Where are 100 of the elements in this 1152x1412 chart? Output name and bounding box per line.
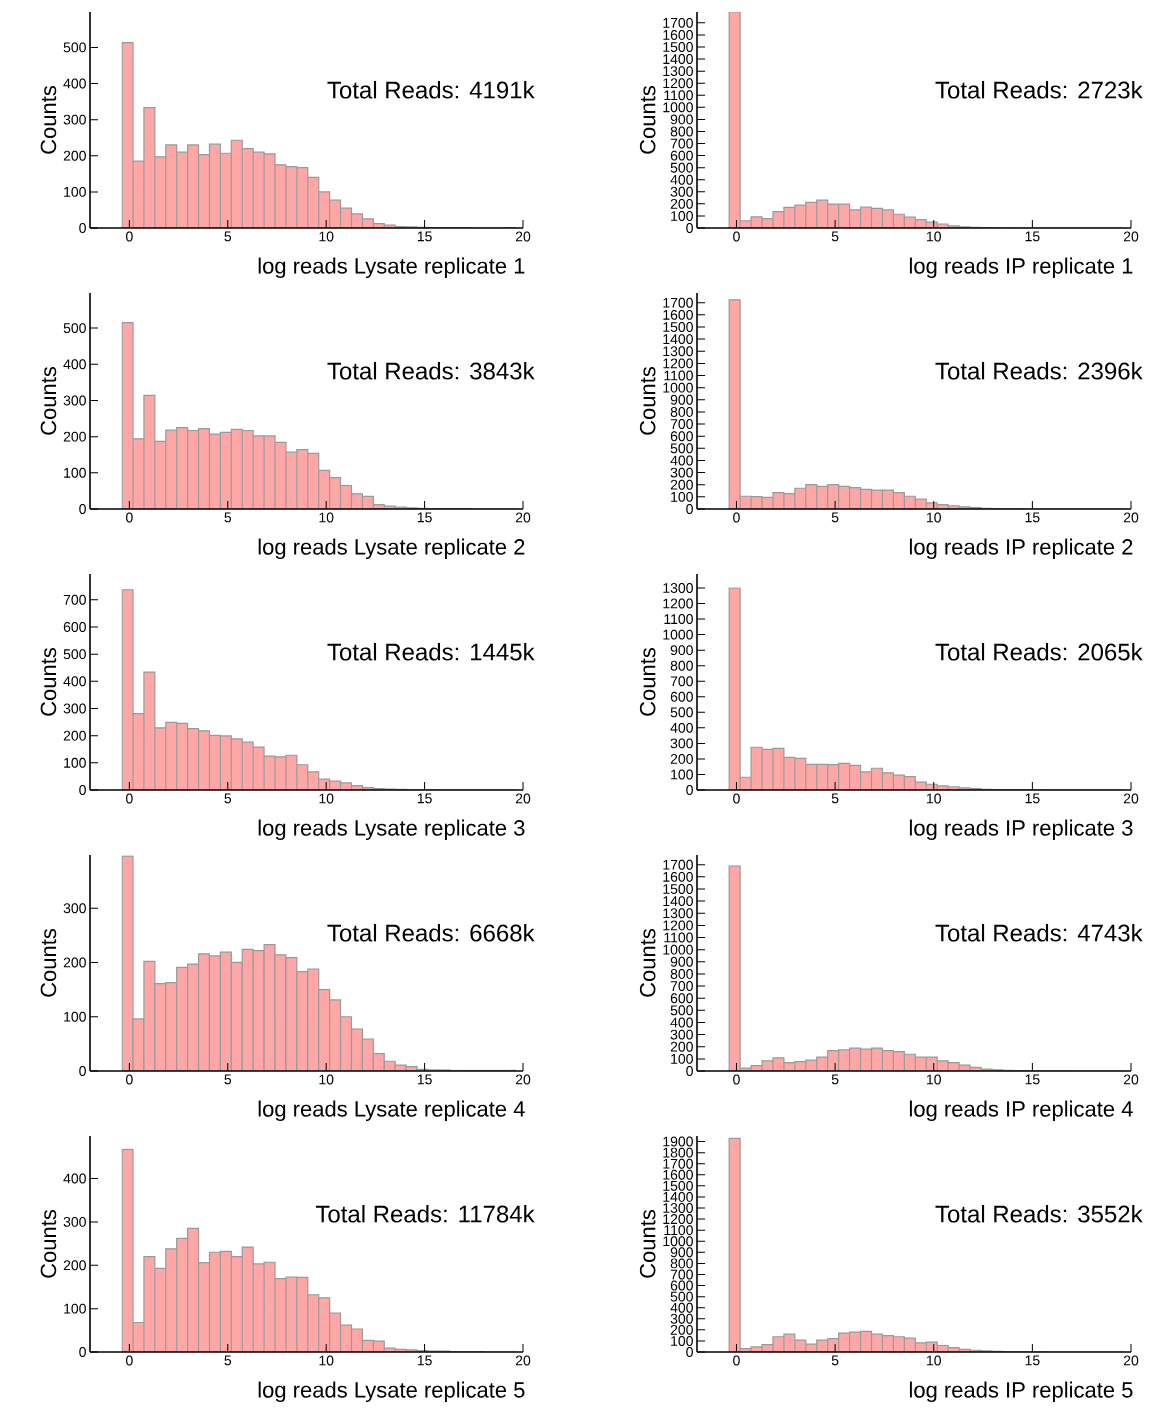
y-tick-label: 1100 [664,370,693,381]
y-tick-label: 1600 [663,309,693,320]
y-tick-label: 200 [63,730,86,741]
y-tick-label: 500 [670,443,693,454]
y-tick-label: 800 [670,406,693,417]
x-axis-title: log reads IP replicate 5 [909,1381,1133,1403]
y-tick-label: 1100 [664,90,693,101]
y-tick-label: 700 [670,676,693,687]
y-tick-label: 200 [63,1260,86,1271]
y-tick-label: 1700 [663,859,693,870]
y-tick-label: 800 [670,968,693,979]
x-tick-label: 0 [126,793,133,804]
y-tick-label: 500 [63,649,86,660]
y-tick-label: 300 [63,703,86,714]
y-tick-label: 1500 [663,322,693,332]
y-axis-title: Counts [639,928,656,997]
y-tick-label: 200 [63,150,86,161]
y-tick-label: 200 [63,957,86,968]
annotation: Total Reads: 4191k [327,80,535,99]
x-tick-label: 0 [733,1355,740,1366]
annotation: Total Reads: 1445k [327,642,535,661]
y-tick-label: 1600 [663,1169,693,1180]
y-tick-label: 0 [79,785,86,795]
y-tick-label: 1100 [664,1225,693,1236]
x-tick-label: 5 [831,1074,839,1085]
y-tick-label: 1400 [663,54,693,65]
y-tick-label: 400 [670,1302,693,1313]
y-tick-label: 900 [670,114,693,125]
x-tick-label: 0 [126,512,133,523]
x-tick-label: 15 [417,1074,432,1085]
x-axis-title: log reads IP replicate 1 [909,257,1133,279]
y-tick-label: 400 [63,78,86,89]
y-tick-label: 300 [670,467,693,478]
annotation: Total Reads: 6668k [327,923,535,942]
x-axis-title: log reads IP replicate 3 [909,819,1133,841]
x-tick-label: 0 [733,512,740,523]
x-axis-title: log reads Lysate replicate 5 [258,1381,525,1403]
x-tick-label: 15 [1025,793,1040,804]
y-tick-label: 800 [670,660,693,671]
y-tick-label: 700 [670,981,693,992]
y-tick-label: 300 [670,1029,693,1040]
annotation: Total Reads: 11784k [315,1204,535,1223]
x-tick-label: 10 [319,793,334,804]
y-tick-label: 300 [63,395,86,406]
y-tick-label: 700 [63,594,86,605]
y-tick-label: 1200 [663,598,693,609]
y-tick-label: 800 [670,126,693,137]
x-tick-label: 20 [515,231,531,242]
x-tick-label: 10 [927,231,941,242]
y-axis-title: Counts [40,1209,57,1278]
y-tick-label: 700 [670,1269,693,1280]
x-tick-label: 20 [515,1074,531,1085]
y-tick-label: 100 [671,1053,693,1064]
x-tick-label: 0 [733,231,740,242]
annotation: Total Reads: 3843k [327,361,535,380]
y-tick-label: 100 [64,1011,86,1022]
y-tick-label: 400 [670,1017,693,1028]
y-axis-title: Counts [40,647,57,716]
y-tick-label: 0 [79,1066,86,1076]
y-tick-label: 100 [671,210,693,221]
y-tick-label: 300 [63,1216,86,1227]
y-tick-label: 0 [686,1347,693,1357]
y-tick-label: 0 [79,1347,86,1357]
x-tick-label: 5 [831,793,839,804]
y-tick-label: 100 [671,769,693,780]
y-axis-title: Counts [639,1209,656,1278]
y-tick-label: 1200 [663,358,693,369]
annotation: Total Reads: 2723k [935,80,1143,99]
y-tick-label: 1300 [663,66,693,77]
y-tick-label: 0 [686,504,693,514]
y-tick-label: 700 [670,138,693,149]
y-tick-label: 1300 [663,1203,693,1213]
y-tick-label: 200 [670,1041,693,1052]
y-tick-label: 400 [63,676,86,687]
x-tick-label: 20 [1123,231,1139,242]
y-tick-label: 0 [686,223,693,233]
y-tick-label: 0 [686,1066,693,1076]
annotation: Total Reads: 2065k [935,642,1143,661]
x-axis-title: log reads Lysate replicate 3 [258,819,525,841]
y-tick-label: 0 [79,504,86,514]
y-axis-title: Counts [40,928,57,997]
y-tick-label: 1800 [663,1147,693,1158]
x-tick-label: 15 [417,1355,432,1366]
y-axis-title: Counts [639,85,656,154]
x-tick-label: 20 [515,793,531,804]
x-axis-title: log reads IP replicate 4 [909,1100,1133,1122]
y-tick-label: 700 [670,419,693,430]
x-tick-label: 10 [319,512,334,523]
y-tick-label: 500 [670,162,693,173]
x-axis-title: log reads Lysate replicate 1 [258,257,525,279]
y-tick-label: 1100 [664,932,693,943]
y-tick-label: 100 [64,1303,86,1314]
y-tick-label: 900 [670,645,693,656]
x-tick-label: 0 [733,1074,740,1085]
y-tick-label: 1700 [663,17,693,28]
y-tick-label: 1000 [663,382,693,393]
y-tick-label: 100 [64,467,86,478]
x-tick-label: 15 [1025,231,1040,242]
y-tick-label: 600 [670,993,693,1004]
y-tick-label: 600 [670,1280,693,1291]
